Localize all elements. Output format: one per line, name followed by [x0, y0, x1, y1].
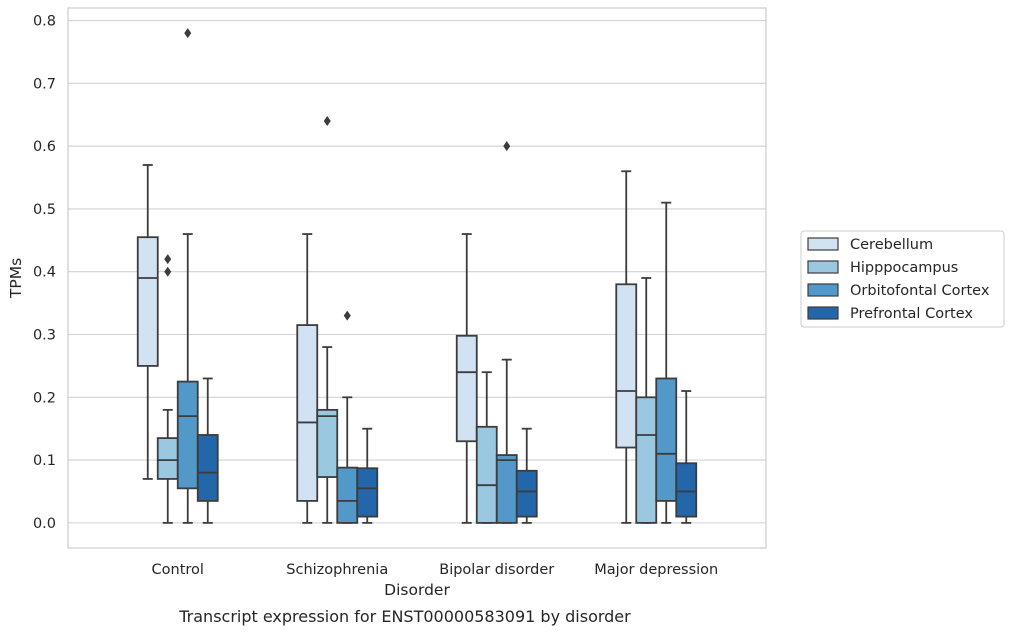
- x-tick-label: Major depression: [594, 562, 718, 578]
- y-tick-label: 0.1: [33, 453, 56, 469]
- outlier-point: [164, 266, 172, 277]
- box-orbitofontal-cortex: [176, 28, 199, 524]
- box-iqr: [635, 396, 658, 524]
- box-iqr: [296, 324, 319, 502]
- box-iqr: [655, 377, 678, 502]
- box-hipppocampus: [475, 371, 498, 524]
- outlier-point: [503, 141, 511, 152]
- legend-swatch: [807, 237, 839, 251]
- box-iqr: [156, 437, 179, 480]
- chart-caption: Transcript expression for ENST0000058309…: [178, 607, 631, 626]
- box-iqr: [475, 425, 498, 524]
- box-orbitofontal-cortex: [336, 310, 359, 524]
- box-iqr: [515, 469, 538, 518]
- box-iqr: [356, 467, 379, 518]
- y-tick-label: 0.6: [33, 139, 56, 155]
- box-cerebellum: [136, 164, 159, 480]
- legend-label: Orbitofontal Cortex: [850, 283, 990, 299]
- y-tick-label: 0.7: [33, 76, 56, 92]
- x-tick-label: Control: [152, 562, 204, 578]
- box-iqr: [196, 434, 219, 502]
- box-prefrontal-cortex: [356, 427, 379, 524]
- box-iqr: [316, 408, 339, 478]
- outlier-point: [184, 28, 192, 39]
- y-tick-label: 0.3: [33, 328, 56, 344]
- box-iqr: [495, 454, 518, 524]
- legend-swatch: [807, 260, 839, 274]
- x-axis-ticks: Control Schizophrenia Bipolar disorder Majo…: [152, 562, 719, 578]
- box-hipppocampus: [156, 254, 179, 524]
- box-cerebellum: [615, 170, 638, 524]
- y-tick-label: 0.5: [33, 202, 56, 218]
- legend-swatch: [807, 306, 839, 320]
- outlier-point: [164, 254, 172, 265]
- box-orbitofontal-cortex: [655, 201, 678, 524]
- box-orbitofontal-cortex: [495, 141, 518, 524]
- box-iqr: [455, 334, 478, 443]
- legend-label: Cerebellum: [850, 237, 933, 253]
- legend-swatch: [807, 283, 839, 297]
- y-tick-label: 0.4: [33, 265, 56, 281]
- legend-label: Hipppocampus: [850, 260, 958, 276]
- y-tick-label: 0.8: [33, 14, 56, 30]
- box-iqr: [615, 283, 638, 449]
- box-iqr: [336, 466, 359, 524]
- legend-label: Prefrontal Cortex: [850, 306, 973, 322]
- box-iqr: [675, 462, 698, 518]
- box-cerebellum: [296, 233, 319, 524]
- box-hipppocampus: [635, 277, 658, 524]
- box-prefrontal-cortex: [515, 427, 538, 524]
- y-axis-title: TPMs: [7, 258, 25, 299]
- x-axis-title: Disorder: [384, 581, 450, 599]
- box-iqr: [176, 380, 199, 490]
- x-tick-label: Bipolar disorder: [439, 562, 554, 578]
- box-plot-marks: [136, 28, 698, 524]
- box-iqr: [136, 236, 159, 367]
- box-prefrontal-cortex: [196, 377, 219, 524]
- outlier-point: [323, 116, 331, 127]
- box-prefrontal-cortex: [675, 390, 698, 524]
- outlier-point: [343, 310, 351, 321]
- y-tick-label: 0.0: [33, 516, 56, 532]
- legend-frame: [800, 230, 1005, 328]
- plot-frame: [67, 7, 767, 549]
- legend: Cerebellum Hipppocampus Orbitofontal Corte…: [800, 230, 1005, 328]
- box-hipppocampus: [316, 116, 339, 524]
- y-axis-ticks: 0.0 0.1 0.2 0.3 0.4 0.5 0.6 0.7 0.8: [33, 14, 56, 532]
- y-tick-label: 0.2: [33, 390, 56, 406]
- box-cerebellum: [455, 233, 478, 524]
- x-tick-label: Schizophrenia: [286, 562, 388, 578]
